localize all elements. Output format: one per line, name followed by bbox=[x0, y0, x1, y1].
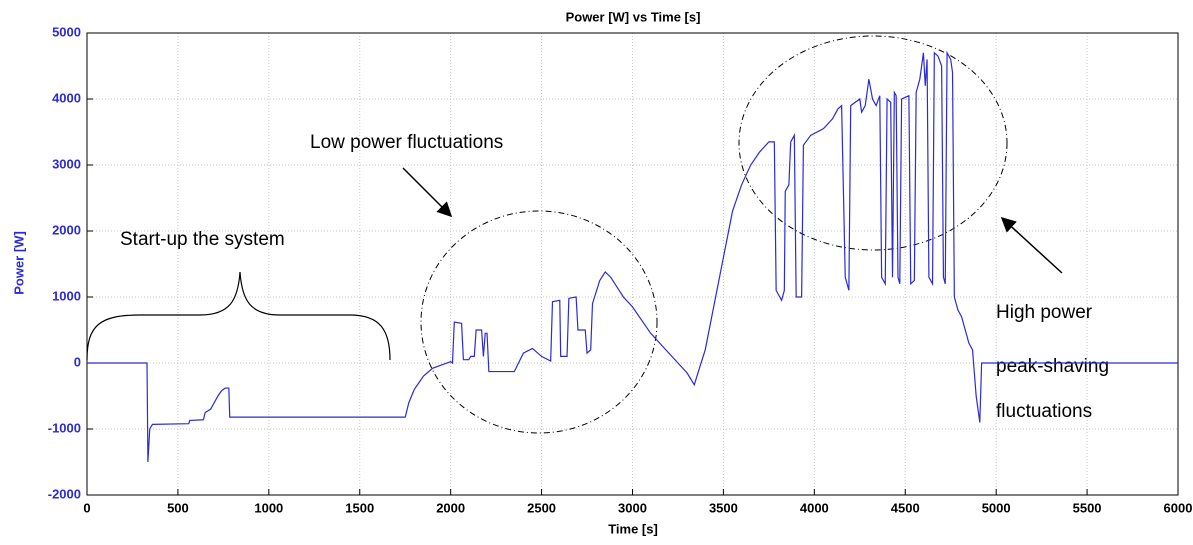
arrow bbox=[402, 167, 453, 218]
data-line bbox=[87, 50, 1178, 463]
y-tick-label: -1000 bbox=[48, 420, 81, 435]
x-tick-label: 2500 bbox=[527, 500, 556, 515]
x-tick-label: 2000 bbox=[436, 500, 465, 515]
x-tick-label: 4500 bbox=[891, 500, 920, 515]
y-tick-label: 4000 bbox=[52, 90, 81, 105]
annotation: Start-up the system bbox=[120, 229, 285, 250]
x-tick-label: 4000 bbox=[800, 500, 829, 515]
x-tick-label: 0 bbox=[83, 500, 90, 515]
x-tick-label: 3000 bbox=[618, 500, 647, 515]
x-tick-label: 5000 bbox=[982, 500, 1011, 515]
x-tick-label: 5500 bbox=[1073, 500, 1102, 515]
y-tick-label: 5000 bbox=[52, 24, 81, 39]
x-tick-label: 1500 bbox=[345, 500, 374, 515]
x-tick-label: 6000 bbox=[1164, 500, 1193, 515]
y-tick-label: -2000 bbox=[48, 486, 81, 501]
chart-title: Power [W] vs Time [s] bbox=[566, 9, 701, 24]
arrow bbox=[1000, 216, 1063, 274]
y-tick-label: 1000 bbox=[52, 288, 81, 303]
annotation: Low power fluctuations bbox=[310, 132, 503, 153]
x-tick-label: 500 bbox=[167, 500, 189, 515]
x-axis-label: Time [s] bbox=[608, 521, 658, 536]
y-tick-label: 3000 bbox=[52, 156, 81, 171]
y-axis-label: Power [W] bbox=[11, 231, 26, 295]
y-tick-label: 2000 bbox=[52, 222, 81, 237]
low-region-ellipse bbox=[420, 210, 658, 434]
annotation: fluctuations bbox=[996, 401, 1092, 422]
annotation: peak-shaving bbox=[996, 356, 1109, 377]
annotation: High power bbox=[996, 302, 1093, 323]
x-tick-label: 1000 bbox=[254, 500, 283, 515]
brace bbox=[86, 271, 391, 361]
y-tick-label: 0 bbox=[74, 354, 81, 369]
x-tick-label: 3500 bbox=[709, 500, 738, 515]
high-region-ellipse bbox=[738, 35, 1008, 251]
